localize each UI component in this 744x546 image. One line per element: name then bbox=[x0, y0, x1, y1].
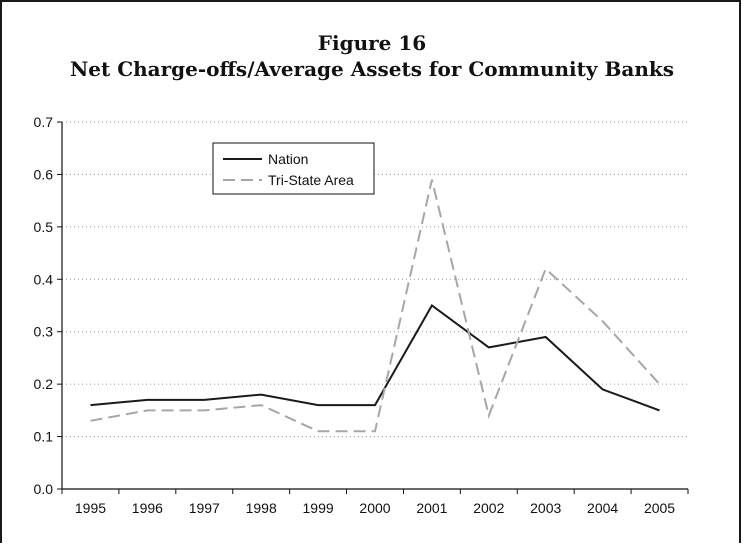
series-line-nation bbox=[90, 304, 660, 412]
y-tick-label: 0.1 bbox=[34, 429, 54, 445]
chart-title-block: Figure 16 Net Charge-offs/Average Assets… bbox=[0, 30, 744, 82]
y-tick-label: 0.2 bbox=[34, 376, 54, 392]
chart-subtitle: Net Charge-offs/Average Assets for Commu… bbox=[70, 57, 674, 81]
x-tick-label: 1995 bbox=[75, 500, 106, 516]
legend-label-tri-state: Tri-State Area bbox=[268, 172, 354, 188]
chart-title: Figure 16 bbox=[317, 31, 427, 55]
legend: Nation Tri-State Area bbox=[212, 142, 375, 195]
y-tick-label: 0.0 bbox=[34, 481, 54, 497]
y-tick-label: 0.6 bbox=[34, 166, 54, 182]
x-tick-label: 1996 bbox=[132, 500, 163, 516]
x-tick-label: 2005 bbox=[644, 500, 675, 516]
x-tick-label: 2003 bbox=[530, 500, 561, 516]
gridlines bbox=[62, 121, 688, 438]
legend-label-nation: Nation bbox=[268, 151, 308, 167]
y-tick-label: 0.5 bbox=[34, 219, 54, 235]
y-tick-labels: 0.0 0.1 0.2 0.3 0.4 0.5 0.6 0.7 bbox=[34, 114, 62, 497]
legend-box bbox=[212, 142, 375, 195]
x-tick-label: 2004 bbox=[587, 500, 618, 516]
x-tick-labels: 1995 1996 1997 1998 1999 2000 2001 2002 2003 2004… bbox=[61, 489, 689, 516]
series-lines bbox=[90, 179, 661, 433]
y-tick-label: 0.7 bbox=[34, 114, 54, 130]
x-tick-label: 2002 bbox=[473, 500, 504, 516]
y-tick-label: 0.3 bbox=[34, 324, 54, 340]
x-tick-label: 1999 bbox=[303, 500, 334, 516]
x-tick-label: 2000 bbox=[359, 500, 390, 516]
series-line-tri-state bbox=[90, 179, 661, 433]
x-tick-label: 2001 bbox=[416, 500, 447, 516]
x-tick-label: 1997 bbox=[189, 500, 220, 516]
y-tick-label: 0.4 bbox=[34, 271, 54, 287]
x-tick-label: 1998 bbox=[246, 500, 277, 516]
